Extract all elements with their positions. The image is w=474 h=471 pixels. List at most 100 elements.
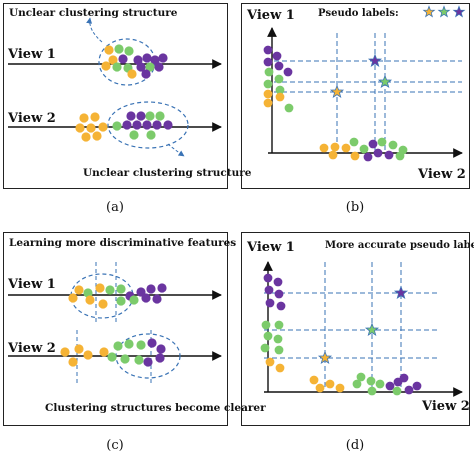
panel-d-point-2 (273, 277, 283, 287)
panel-a-point-14 (145, 62, 155, 72)
panel-c-point-5 (116, 284, 126, 294)
panel-b-point-23 (328, 150, 338, 160)
panel-d-point-26 (404, 385, 414, 395)
panel-b-legend-label: Pseudo labels: (318, 8, 399, 19)
panel-d-star-3 (317, 350, 333, 365)
panel-d-point-3 (264, 285, 274, 295)
panel-c-point-31 (155, 353, 165, 363)
panel-c-point-2 (83, 288, 93, 298)
panel-c-point-9 (157, 283, 167, 293)
panel-b-legend-stars (422, 5, 466, 18)
panel-a-point-4 (108, 55, 118, 65)
panel-a-point-3 (124, 46, 134, 56)
panel-c-point-23 (136, 340, 146, 350)
panel-a-point-28 (122, 120, 132, 130)
panel-a-point-8 (150, 55, 160, 65)
caption-b: (b) (345, 200, 365, 215)
panel-c-point-12 (98, 299, 108, 309)
panel-d-point-21 (352, 379, 362, 389)
panel-d-point-7 (261, 320, 271, 330)
panel-d-point-6 (276, 301, 286, 311)
panel-a-point-26 (98, 122, 108, 132)
panel-c-point-30 (143, 357, 153, 367)
panel-c-point-27 (107, 352, 117, 362)
panel-b-legend-star-2 (437, 5, 451, 18)
panel-c-point-11 (85, 295, 95, 305)
panel-a-point-32 (163, 120, 173, 130)
panel-d-point-18 (335, 383, 345, 393)
panel-b-point-24 (350, 151, 360, 161)
panel-d-point-10 (273, 334, 283, 344)
panel-b-star-1 (367, 53, 383, 68)
panel-b-legend-star-3 (452, 5, 466, 18)
panel-d-point-4 (274, 289, 284, 299)
panel-b-star-2 (377, 74, 393, 89)
panel-c-point-28 (120, 354, 130, 364)
panel-b-point-9 (275, 85, 285, 95)
panel-a-view1-label: View 1 (7, 47, 56, 62)
panel-b-point-27 (384, 150, 394, 160)
panel-d-point-17 (325, 379, 335, 389)
panel-c-point-19 (83, 350, 93, 360)
panel-a (3, 3, 228, 189)
panel-b-view1-label: View 1 (246, 8, 295, 23)
panel-b-point-4 (274, 61, 284, 71)
panel-c-point-21 (113, 341, 123, 351)
panel-c-point-10 (68, 293, 78, 303)
panel-c-point-8 (146, 284, 156, 294)
panel-b-point-18 (359, 144, 369, 154)
panel-c-points (60, 283, 167, 367)
panel-d-point-29 (367, 386, 377, 396)
panel-d-point-19 (356, 372, 366, 382)
panel-c-point-17 (60, 347, 70, 357)
panel-a-point-5 (118, 54, 128, 64)
panel-d-point-16 (315, 383, 325, 393)
panel-a-point-35 (129, 130, 139, 140)
panel-a-point-31 (152, 120, 162, 130)
panel-b-star-3 (329, 84, 345, 99)
panel-b-point-16 (341, 143, 351, 153)
panel-d-pseudo-label-stars (317, 285, 409, 365)
panel-c-bottom-note: Clustering structures become clearer (45, 402, 266, 414)
panel-a-title: Unclear clustering structure (9, 7, 178, 19)
panel-d-point-11 (260, 343, 270, 353)
panel-b-point-17 (349, 137, 359, 147)
panel-d-view1-label: View 1 (246, 240, 295, 255)
panel-d-point-12 (274, 345, 284, 355)
panel-c-view1-label: View 1 (7, 277, 56, 292)
panel-a-point-34 (92, 131, 102, 141)
panel-c-point-3 (95, 283, 105, 293)
panel-c-point-18 (74, 344, 84, 354)
panel-a-pointer-arrow-top (86, 17, 103, 43)
panel-a-point-18 (79, 113, 89, 123)
panel-a-point-10 (101, 61, 111, 71)
panel-b-point-20 (377, 137, 387, 147)
panel-a-view2-label: View 2 (7, 111, 56, 126)
panel-b-legend-star-1 (422, 5, 436, 18)
panel-b-point-5 (283, 67, 293, 77)
panel-c-view2-label: View 2 (7, 341, 56, 356)
panel-a-points (75, 44, 173, 142)
panel-b-point-1 (263, 45, 273, 55)
panel-d-point-22 (375, 379, 385, 389)
caption-d: (d) (345, 438, 365, 453)
panel-b-guide-lines (266, 33, 462, 150)
panel-b-point-13 (284, 103, 294, 113)
panel-d-point-8 (274, 320, 284, 330)
panel-b-point-3 (263, 57, 273, 67)
panel-a-point-15 (154, 62, 164, 72)
panel-d-point-28 (392, 386, 402, 396)
panel-d-point-5 (265, 298, 275, 308)
panel-a-point-27 (112, 121, 122, 131)
panel-b-point-7 (274, 74, 284, 84)
panel-d-point-15 (309, 375, 319, 385)
caption-c: (c) (106, 438, 124, 453)
panel-c-title: Learning more discriminative features (9, 237, 236, 249)
panel-c-point-4 (105, 285, 115, 295)
panel-a-pointer-arrow-bottom (167, 143, 185, 157)
panel-c-cluster-ellipse-1 (70, 273, 134, 319)
panel-c-point-20 (99, 347, 109, 357)
panel-d-point-27 (412, 381, 422, 391)
panel-b-point-2 (272, 51, 282, 61)
